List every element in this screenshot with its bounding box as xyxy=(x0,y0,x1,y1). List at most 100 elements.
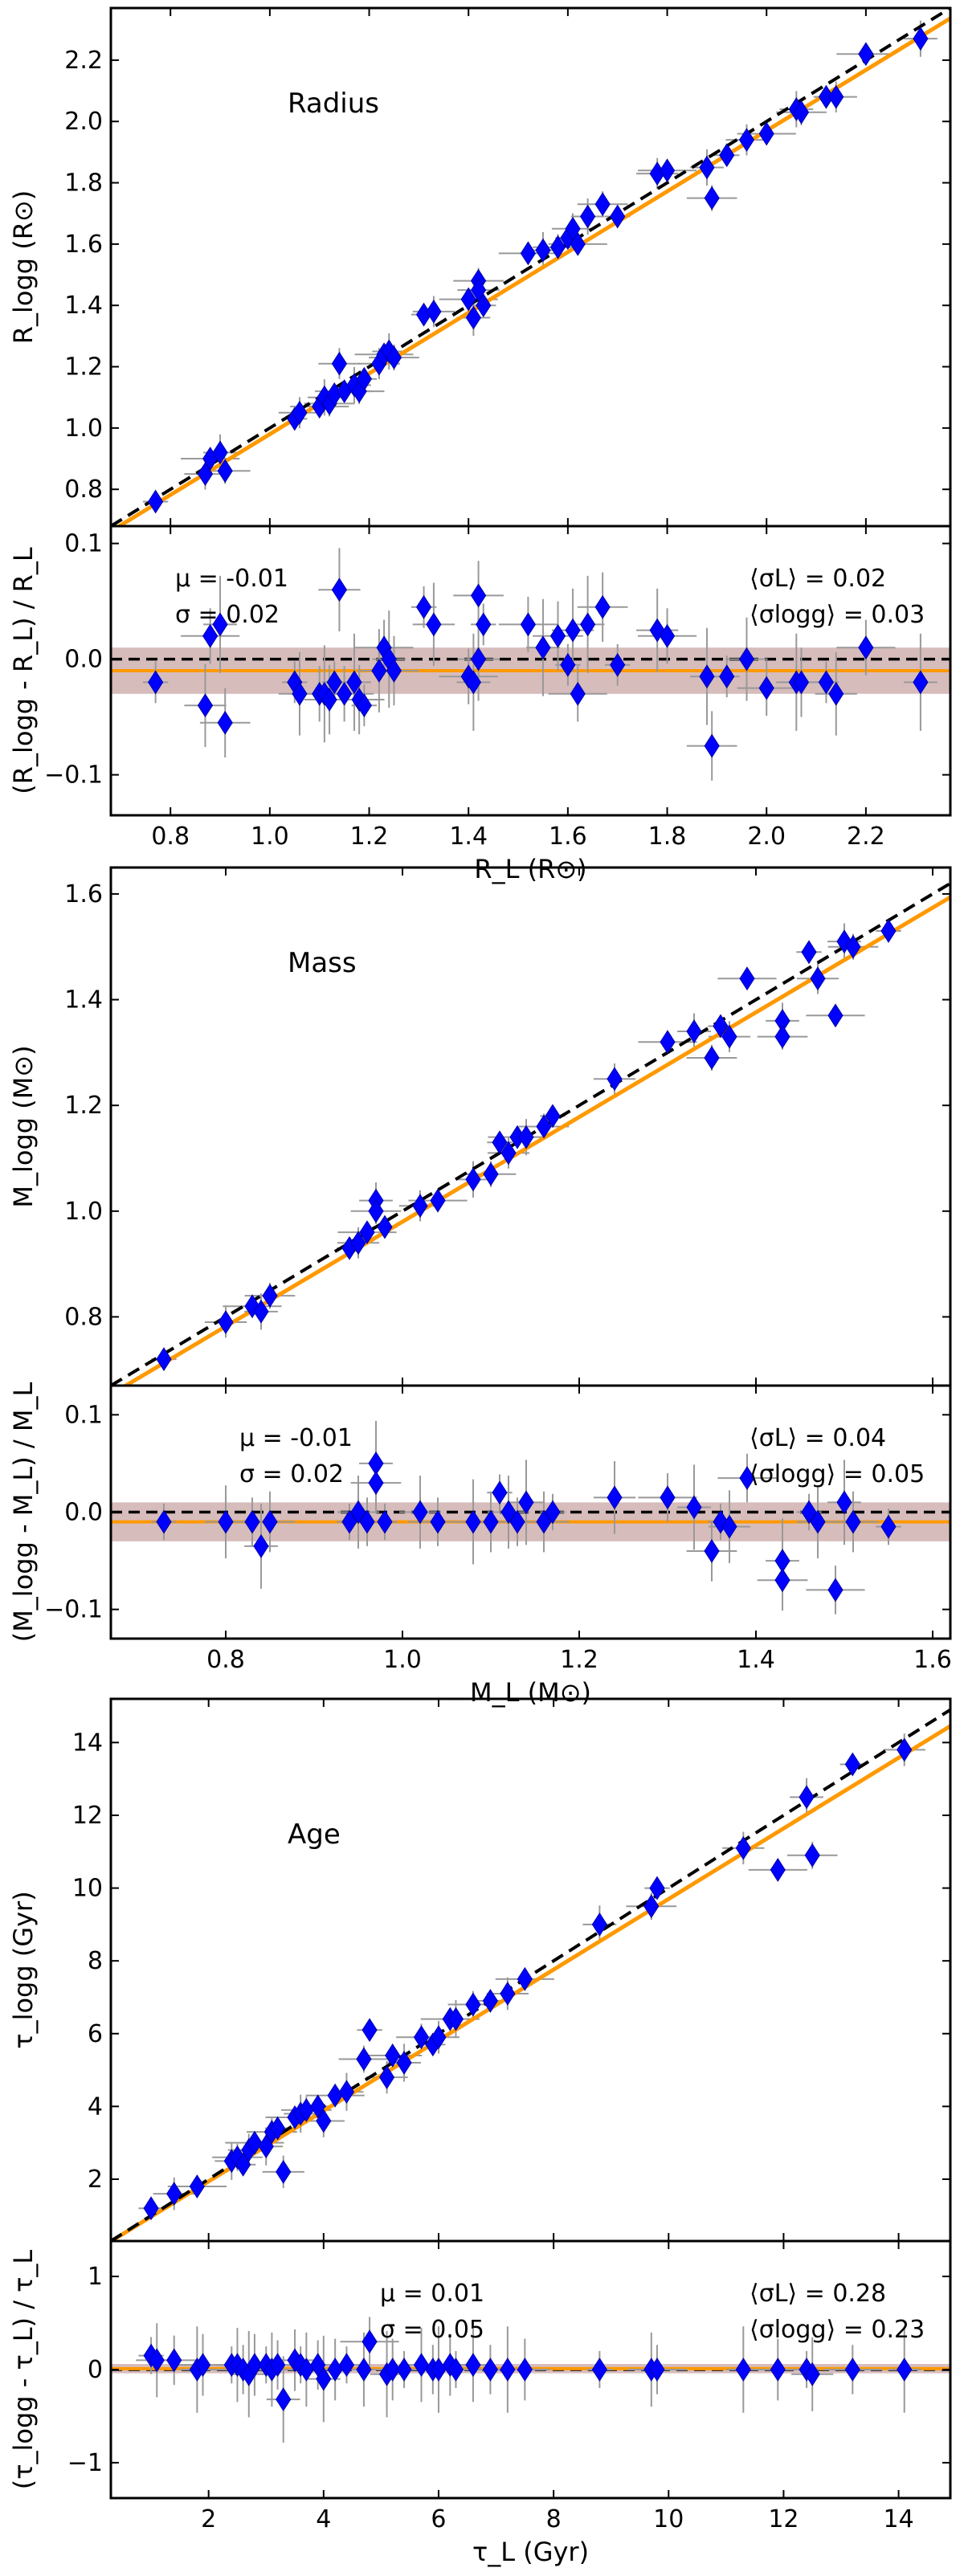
data-point xyxy=(253,1533,269,1558)
data-point xyxy=(359,1220,375,1245)
data-point xyxy=(362,2329,378,2354)
data-point xyxy=(594,192,611,217)
data-point xyxy=(659,158,676,183)
data-point xyxy=(607,1067,623,1092)
y-tick-label: 1.6 xyxy=(64,231,103,259)
data-point xyxy=(217,710,233,735)
data-point xyxy=(738,128,755,153)
data-point xyxy=(327,2083,343,2108)
y-tick-label: 4 xyxy=(88,2092,103,2121)
data-point xyxy=(331,578,348,602)
data-point xyxy=(799,1785,815,1810)
y-tick-label: 1.2 xyxy=(64,1092,103,1120)
y-tick-label: −1 xyxy=(67,2449,103,2477)
data-point xyxy=(686,1495,702,1520)
data-point xyxy=(356,366,372,391)
data-point xyxy=(460,287,476,312)
data-point xyxy=(378,2065,395,2090)
plot-area xyxy=(111,1708,950,2241)
data-point xyxy=(535,635,551,660)
x-tick-label: 6 xyxy=(431,2505,446,2533)
x-tick-label: 2.2 xyxy=(847,823,885,851)
data-point xyxy=(217,459,233,484)
data-point xyxy=(269,2116,286,2141)
data-point xyxy=(913,27,929,51)
data-point xyxy=(269,2353,286,2378)
data-point xyxy=(739,1466,755,1491)
data-point xyxy=(331,351,348,376)
y-tick-label: 1.0 xyxy=(64,1198,103,1226)
data-point xyxy=(247,2130,263,2155)
data-point xyxy=(413,2353,430,2378)
data-point xyxy=(517,1966,533,1991)
x-tick-label: 8 xyxy=(546,2505,562,2533)
x-tick-label: 2.0 xyxy=(747,823,786,851)
y-tick-label: 0.8 xyxy=(64,1303,103,1331)
axes-frame xyxy=(109,525,952,817)
data-point xyxy=(545,1500,561,1525)
data-point xyxy=(262,1509,278,1534)
data-point xyxy=(810,966,826,991)
data-point xyxy=(836,1490,852,1515)
panel-2: 0.8 1.0 1.2 1.4 1.6 Mass xyxy=(64,866,952,1387)
plot-area xyxy=(111,8,950,526)
data-point xyxy=(465,670,481,695)
data-point xyxy=(735,2358,751,2382)
y-tick-label: 2.0 xyxy=(64,108,103,136)
data-point xyxy=(801,1500,817,1525)
stat-mu: μ = 0.01 xyxy=(380,2280,484,2308)
data-point xyxy=(412,1500,428,1525)
data-point xyxy=(350,1500,366,1525)
y-tick-label: 0.8 xyxy=(64,476,103,504)
data-point xyxy=(292,681,308,706)
data-point xyxy=(253,1299,269,1324)
data-point xyxy=(735,1835,751,1860)
data-point xyxy=(793,670,810,695)
y-axis-label: M_logg (M⊙) xyxy=(8,1045,39,1207)
data-point xyxy=(591,2358,607,2382)
data-point xyxy=(396,2358,412,2382)
data-point xyxy=(359,1509,375,1534)
y-tick-label: 1.8 xyxy=(64,169,103,198)
data-point xyxy=(470,647,487,672)
data-point xyxy=(535,238,551,263)
data-point xyxy=(362,2018,378,2043)
data-point xyxy=(426,299,442,324)
fit-line xyxy=(115,16,950,526)
x-tick-label: 1.2 xyxy=(560,1646,598,1674)
data-point xyxy=(845,1509,861,1534)
y-tick-label: 1.4 xyxy=(64,292,103,320)
data-point xyxy=(500,2358,516,2382)
data-point xyxy=(356,2047,372,2072)
data-point xyxy=(580,204,596,229)
data-point xyxy=(316,2366,332,2391)
data-point xyxy=(166,2348,182,2373)
y-tick-label: 0.0 xyxy=(64,1499,103,1527)
data-point xyxy=(739,966,755,991)
data-point xyxy=(810,1509,826,1534)
data-point xyxy=(699,155,715,180)
stat-sigma-l: ⟨σL⟩ = 0.02 xyxy=(750,565,886,593)
x-tick-label: 1.8 xyxy=(648,823,687,851)
x-tick-label: 1.0 xyxy=(383,1646,422,1674)
y-tick-label: 12 xyxy=(72,1802,103,1830)
data-point xyxy=(500,1500,517,1525)
y-axis-label: (τ_logg - τ_L) / τ_L xyxy=(8,2250,39,2490)
data-point xyxy=(194,2353,211,2378)
data-point xyxy=(430,1188,446,1213)
data-point xyxy=(356,2358,372,2382)
data-point xyxy=(431,2025,447,2050)
y-tick-label: 2 xyxy=(88,2166,103,2194)
x-tick-label: 10 xyxy=(653,2505,684,2533)
data-point xyxy=(470,583,487,608)
y-tick-label: 1.0 xyxy=(64,414,103,443)
data-point xyxy=(483,1509,499,1534)
y-tick-label: 1.2 xyxy=(64,353,103,382)
x-tick-label: 1.4 xyxy=(737,1646,775,1674)
data-point xyxy=(341,1509,357,1534)
data-point xyxy=(570,231,586,256)
y-axis-label: R_logg (R⊙) xyxy=(8,190,39,345)
plot-area xyxy=(111,2317,950,2443)
data-point xyxy=(897,1737,913,1762)
y-tick-label: 8 xyxy=(88,1947,103,1975)
